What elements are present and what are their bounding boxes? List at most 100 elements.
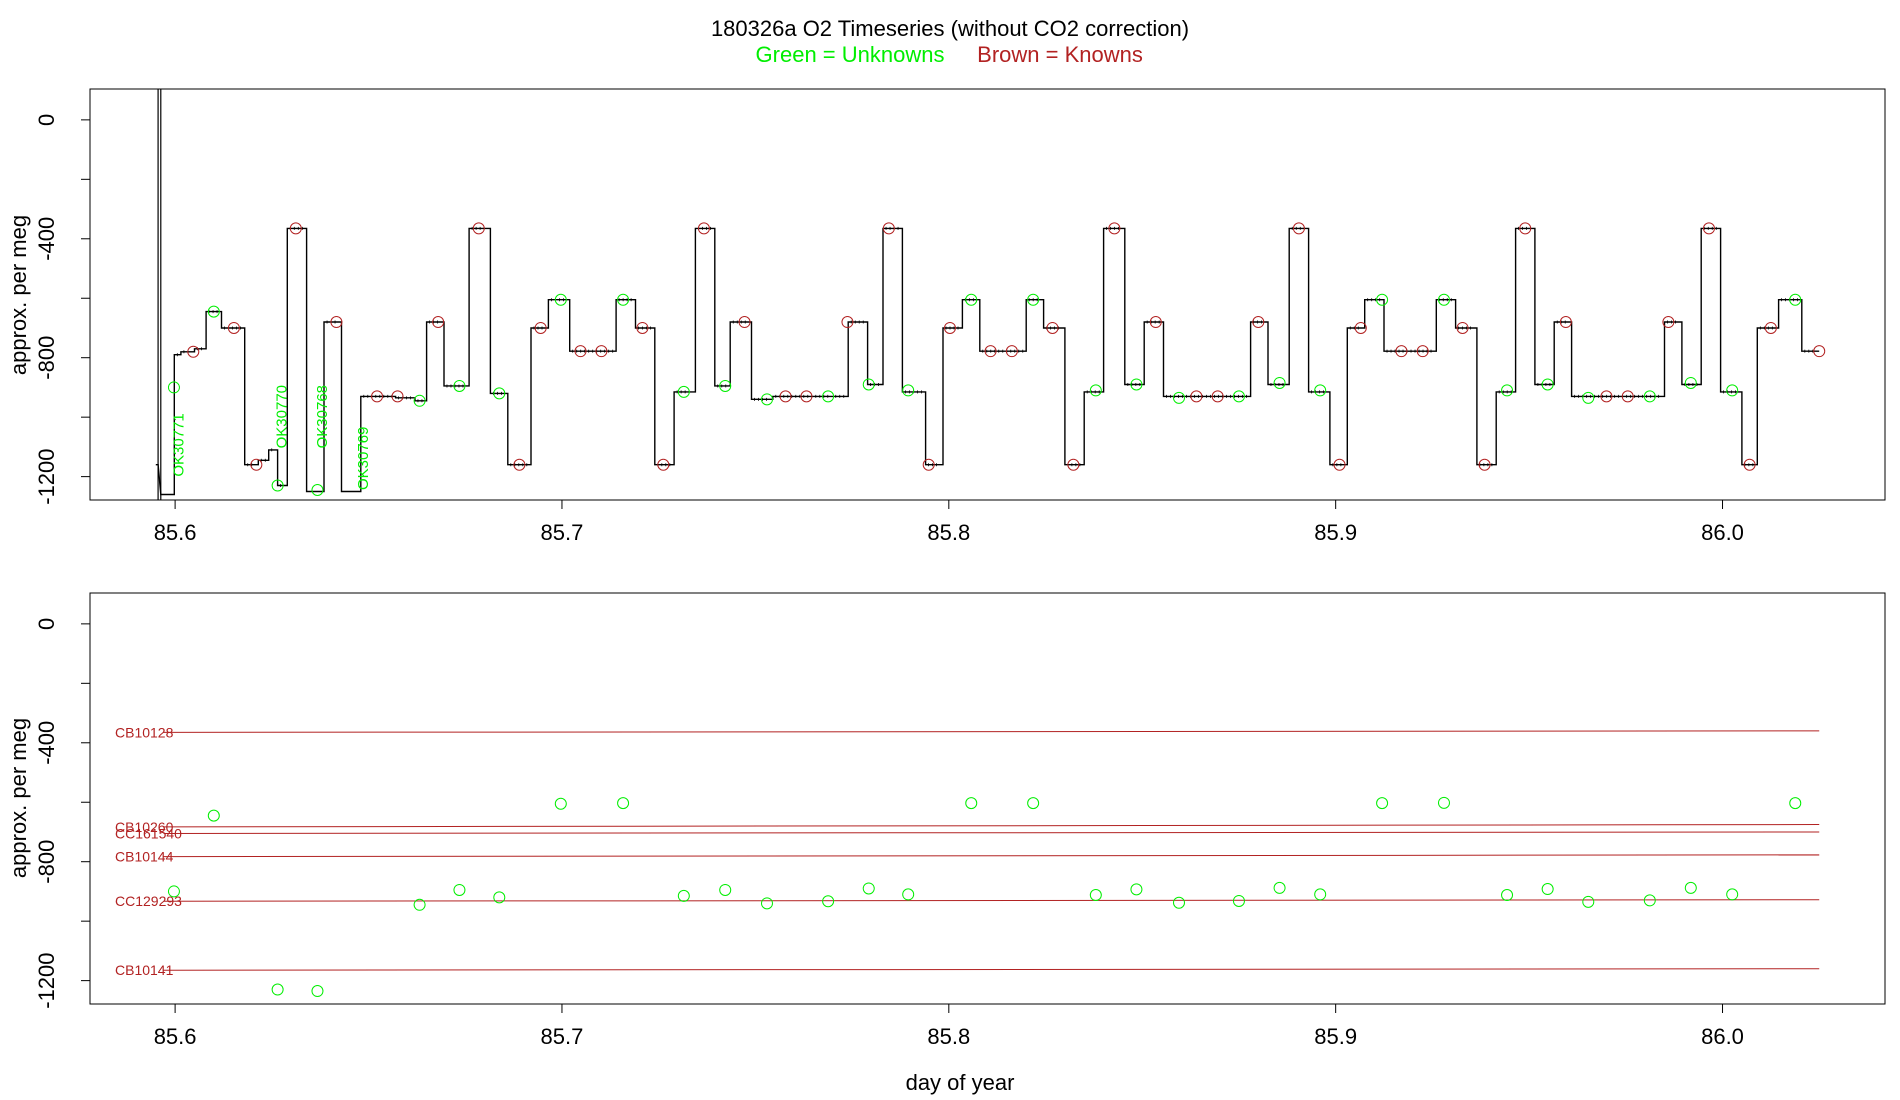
unknown-point <box>617 293 630 306</box>
top-plot-frame <box>89 88 1886 501</box>
unknown-point <box>677 385 690 398</box>
known-point <box>1519 222 1532 235</box>
unknown-point <box>1541 883 1554 896</box>
known-point <box>289 222 302 235</box>
unknown-point <box>1501 384 1514 397</box>
known-point <box>1108 222 1121 235</box>
known-point <box>1067 458 1080 471</box>
known-point <box>1478 458 1491 471</box>
known-point <box>1456 321 1469 334</box>
known-point <box>227 321 240 334</box>
bottom-x-tick-label: 85.9 <box>1314 1024 1357 1049</box>
unknown-point <box>453 883 466 896</box>
known-point <box>1149 316 1162 329</box>
bottom-x-axis: 85.6 85.7 85.8 85.9 86.0 <box>154 1004 1744 1049</box>
known-point <box>943 321 956 334</box>
known-point <box>1354 321 1367 334</box>
bottom-x-axis-label: day of year <box>906 1070 1015 1095</box>
unknown-point <box>862 882 875 895</box>
known-reference-label: CC161540 <box>115 825 182 841</box>
unknown-point <box>1501 889 1514 901</box>
known-point <box>432 316 445 329</box>
bottom-panel: 85.6 85.7 85.8 85.9 86.0 0 -400 -800 -1200 appr… <box>6 592 1886 1095</box>
unknown-point <box>902 384 915 397</box>
unknown-point <box>554 293 567 306</box>
unknown-point <box>1232 390 1245 403</box>
unknown-point <box>822 390 835 403</box>
known-point <box>330 316 343 329</box>
known-reference-line <box>163 899 1820 902</box>
known-reference-label: CB10260 <box>115 819 174 835</box>
unknown-point <box>493 891 506 904</box>
top-y-tick-label: 0 <box>34 114 59 126</box>
top-sample-labels: OK30771 OK30770 OK30768 OK30769 <box>170 385 372 490</box>
known-point <box>1046 321 1059 334</box>
known-point <box>882 222 895 235</box>
unknown-point <box>1314 384 1327 397</box>
bottom-x-tick-label: 85.6 <box>154 1024 197 1049</box>
known-point <box>779 390 792 403</box>
unknown-sample-label: OK30770 <box>274 385 291 448</box>
known-point <box>595 345 608 358</box>
unknown-point <box>1541 378 1554 391</box>
known-point <box>1416 345 1429 358</box>
unknown-point <box>1643 894 1656 907</box>
bottom-y-axis-label: approx. per meg <box>6 718 31 878</box>
bottom-y-tick-label: -800 <box>34 840 59 884</box>
unknown-point <box>1172 896 1185 909</box>
unknown-point <box>1089 889 1102 901</box>
unknown-point <box>1130 883 1143 896</box>
bottom-x-tick-label: 86.0 <box>1701 1024 1744 1049</box>
bottom-unknown-points <box>167 796 1802 998</box>
unknown-point <box>1437 796 1450 809</box>
unknown-point <box>822 895 835 908</box>
top-x-tick-label: 85.9 <box>1314 520 1357 545</box>
bottom-x-tick-label: 85.8 <box>927 1024 970 1049</box>
known-point <box>1662 316 1675 329</box>
unknown-point <box>677 889 690 902</box>
unknown-sample-label: OK30768 <box>314 385 331 448</box>
unknown-point <box>311 985 324 998</box>
top-y-axis-label: approx. per meg <box>6 215 31 375</box>
top-y-tick-label: -800 <box>34 336 59 380</box>
unknown-point <box>965 797 978 810</box>
known-point <box>922 458 935 471</box>
unknown-point <box>1089 384 1102 397</box>
known-point <box>250 458 263 471</box>
top-x-tick-label: 86.0 <box>1701 520 1744 545</box>
known-reference-label: CB10128 <box>115 724 174 740</box>
known-point <box>657 458 670 471</box>
known-point <box>738 316 751 329</box>
unknown-point <box>1437 293 1450 306</box>
unknown-point <box>1172 391 1185 404</box>
known-point <box>1252 316 1265 329</box>
known-point <box>534 321 547 334</box>
top-y-axis: 0 -400 -800 -1200 <box>34 114 90 505</box>
unknown-point <box>207 305 220 318</box>
unknown-point <box>719 379 732 392</box>
known-point <box>697 222 710 235</box>
known-reference-label: CC129293 <box>115 893 182 909</box>
known-reference-line <box>163 968 1820 971</box>
top-known-points <box>187 222 1826 471</box>
known-point <box>371 390 384 403</box>
known-point <box>1764 321 1777 334</box>
unknown-point <box>1027 797 1040 810</box>
unknown-point <box>1273 881 1286 894</box>
bottom-y-tick-label: -400 <box>34 721 59 765</box>
top-trace <box>155 89 1820 500</box>
known-point <box>1702 222 1715 235</box>
bottom-y-tick-label: 0 <box>34 618 59 630</box>
unknown-point <box>1789 797 1802 810</box>
top-x-tick-label: 85.7 <box>541 520 584 545</box>
known-reference-line <box>163 824 1820 828</box>
unknown-point <box>1376 293 1389 306</box>
unknown-point <box>760 393 773 406</box>
known-point <box>1005 345 1018 358</box>
known-point <box>1292 222 1305 235</box>
known-point <box>1190 390 1203 403</box>
unknown-point <box>1027 293 1040 306</box>
unknown-point <box>1684 376 1697 389</box>
unknown-point <box>1789 293 1802 306</box>
top-y-tick-label: -400 <box>34 217 59 261</box>
